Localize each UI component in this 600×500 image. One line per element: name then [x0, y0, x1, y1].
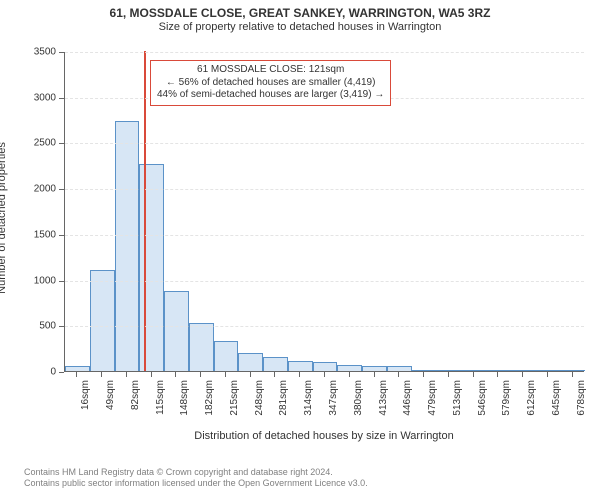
y-tick-label: 2500 — [0, 138, 56, 149]
histogram-bar — [313, 362, 338, 371]
callout-line2: ← 56% of detached houses are smaller (4,… — [157, 77, 384, 90]
histogram-bar — [461, 370, 486, 371]
histogram-bar — [412, 370, 437, 371]
x-tick-mark — [175, 372, 176, 377]
gridline — [65, 235, 584, 236]
y-tick-mark — [59, 281, 64, 282]
callout-line3: 44% of semi-detached houses are larger (… — [157, 89, 384, 102]
histogram-bar — [560, 370, 585, 371]
x-tick-mark — [374, 372, 375, 377]
x-tick-mark — [151, 372, 152, 377]
callout-line1: 61 MOSSDALE CLOSE: 121sqm — [157, 64, 384, 77]
histogram-bar — [238, 353, 263, 371]
y-tick-label: 3000 — [0, 92, 56, 103]
x-tick-mark — [76, 372, 77, 377]
gridline — [65, 189, 584, 190]
gridline — [65, 52, 584, 53]
property-callout: 61 MOSSDALE CLOSE: 121sqm ← 56% of detac… — [150, 60, 391, 106]
y-tick-mark — [59, 235, 64, 236]
histogram-bar — [486, 370, 511, 371]
gridline — [65, 281, 584, 282]
y-tick-mark — [59, 189, 64, 190]
x-tick-mark — [299, 372, 300, 377]
histogram-bar — [164, 291, 189, 371]
footer-line2: Contains public sector information licen… — [24, 478, 368, 490]
x-tick-mark — [497, 372, 498, 377]
histogram-bar — [115, 121, 140, 371]
x-tick-mark — [547, 372, 548, 377]
x-tick-mark — [126, 372, 127, 377]
x-tick-mark — [101, 372, 102, 377]
y-tick-label: 1500 — [0, 229, 56, 240]
y-tick-label: 3500 — [0, 47, 56, 58]
histogram-bar — [263, 357, 288, 371]
histogram-bar — [337, 365, 362, 371]
y-tick-mark — [59, 372, 64, 373]
y-axis-title: Number of detached properties — [0, 142, 8, 294]
histogram-bar — [362, 366, 387, 371]
x-tick-mark — [473, 372, 474, 377]
histogram-bar — [90, 270, 115, 371]
x-tick-mark — [572, 372, 573, 377]
x-tick-mark — [398, 372, 399, 377]
x-tick-mark — [349, 372, 350, 377]
y-tick-mark — [59, 143, 64, 144]
y-tick-mark — [59, 98, 64, 99]
y-tick-label: 1000 — [0, 275, 56, 286]
gridline — [65, 143, 584, 144]
y-tick-label: 2000 — [0, 184, 56, 195]
x-axis-title: Distribution of detached houses by size … — [64, 430, 584, 442]
x-tick-mark — [522, 372, 523, 377]
footer-credits: Contains HM Land Registry data © Crown c… — [24, 467, 368, 490]
y-tick-mark — [59, 326, 64, 327]
histogram-bar — [288, 361, 313, 371]
histogram-bar — [189, 323, 214, 371]
histogram-bar — [65, 366, 90, 371]
histogram-bar — [535, 370, 560, 371]
x-tick-mark — [250, 372, 251, 377]
histogram-bar — [511, 370, 536, 371]
x-tick-mark — [423, 372, 424, 377]
x-tick-mark — [274, 372, 275, 377]
x-tick-mark — [324, 372, 325, 377]
histogram-bar — [436, 370, 461, 371]
y-tick-mark — [59, 52, 64, 53]
property-marker-line — [144, 51, 146, 371]
y-tick-label: 0 — [0, 367, 56, 378]
y-tick-label: 500 — [0, 321, 56, 332]
x-tick-mark — [200, 372, 201, 377]
gridline — [65, 326, 584, 327]
histogram-bar — [214, 341, 239, 371]
histogram-bar — [387, 366, 412, 371]
x-tick-mark — [225, 372, 226, 377]
x-tick-mark — [448, 372, 449, 377]
chart-container: 61, MOSSDALE CLOSE, GREAT SANKEY, WARRIN… — [0, 0, 600, 500]
footer-line1: Contains HM Land Registry data © Crown c… — [24, 467, 368, 479]
